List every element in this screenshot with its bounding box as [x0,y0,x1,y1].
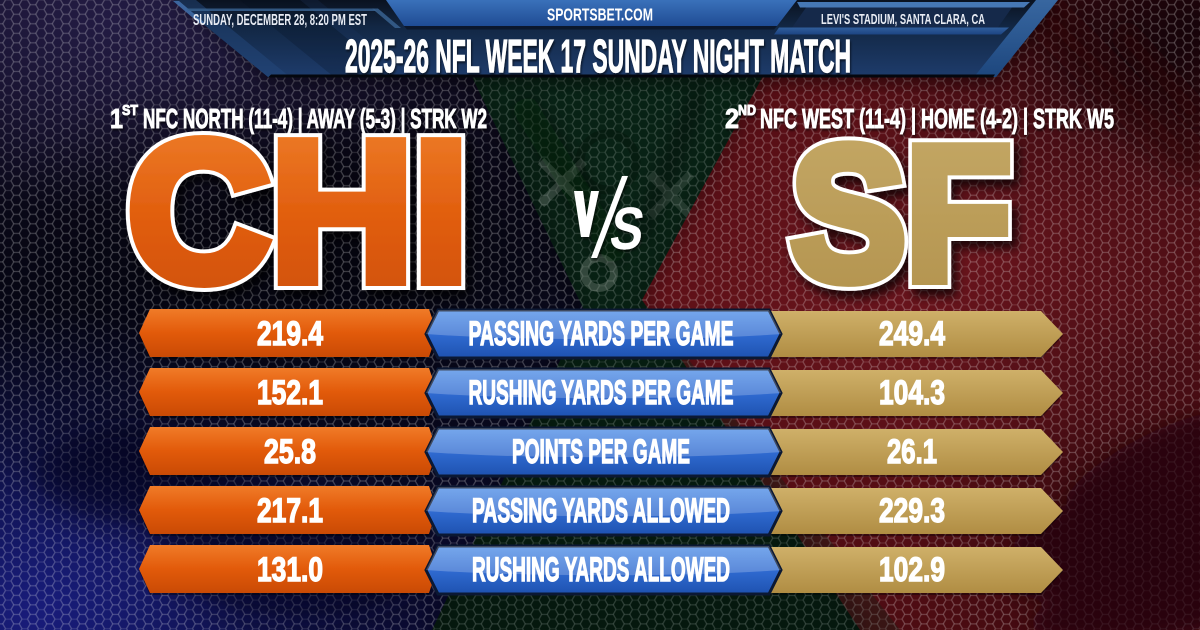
svg-text:SUNDAY, DECEMBER 28, 8:20 PM E: SUNDAY, DECEMBER 28, 8:20 PM EST [193,12,367,29]
svg-text:CHI: CHI [128,101,469,323]
svg-text:PASSING YARDS PER GAME: PASSING YARDS PER GAME [469,315,734,353]
svg-text:104.3: 104.3 [879,374,945,412]
svg-text:ND: ND [738,103,756,119]
svg-text:217.1: 217.1 [257,492,323,530]
svg-text:SF: SF [791,108,1011,320]
svg-text:2: 2 [725,103,739,134]
svg-text:152.1: 152.1 [257,374,323,412]
svg-text:25.8: 25.8 [264,433,316,471]
svg-text:NFC WEST (11-4) | HOME (4-2): NFC WEST (11-4) | HOME (4-2) | STRK W5 [760,103,1114,134]
svg-text:NFC NORTH (11-4) | AWAY (5-3: NFC NORTH (11-4) | AWAY (5-3) | STRK W2 [143,103,487,134]
svg-text:229.3: 229.3 [879,492,945,530]
svg-text:131.0: 131.0 [257,551,323,589]
svg-text:219.4: 219.4 [257,315,323,353]
svg-text:POINTS PER GAME: POINTS PER GAME [512,433,690,471]
svg-text:2025-26 NFL WEEK 17 SUNDAY NIG: 2025-26 NFL WEEK 17 SUNDAY NIGHT MATCH [345,30,851,82]
svg-text:SPORTSBET.COM: SPORTSBET.COM [547,5,653,25]
svg-text:RUSHING YARDS PER GAME: RUSHING YARDS PER GAME [469,374,734,412]
svg-text:PASSING YARDS ALLOWED: PASSING YARDS ALLOWED [472,492,730,530]
svg-text:26.1: 26.1 [887,433,937,471]
svg-text:RUSHING YARDS ALLOWED: RUSHING YARDS ALLOWED [472,551,730,589]
svg-text:249.4: 249.4 [879,315,945,353]
svg-text:102.9: 102.9 [879,551,945,589]
svg-text:SF: SF [791,108,1011,320]
svg-text:LEVI'S STADIUM, SANTA CLARA, C: LEVI'S STADIUM, SANTA CLARA, CA [821,12,985,28]
svg-text:CHI: CHI [128,101,469,323]
svg-text:1: 1 [110,103,123,134]
svg-text:ST: ST [122,103,138,119]
